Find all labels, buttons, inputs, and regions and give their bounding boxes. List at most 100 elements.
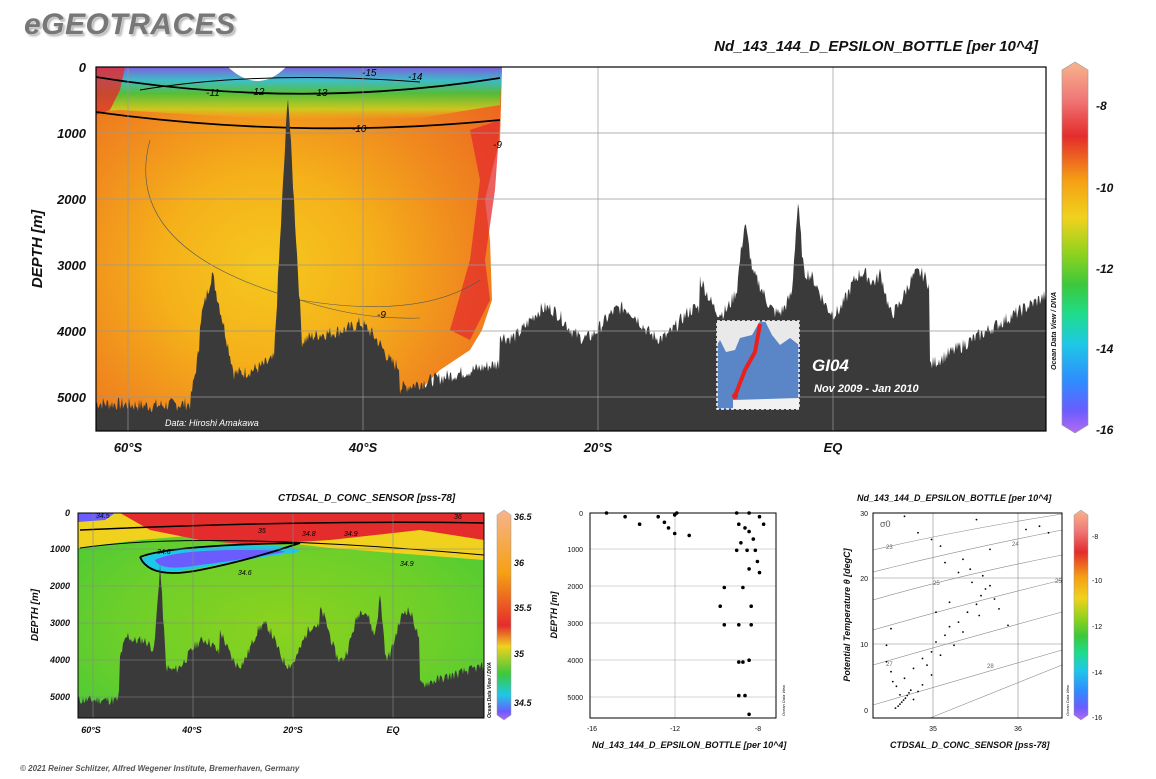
xtick: 35: [929, 726, 937, 733]
data-point: [743, 526, 747, 530]
colorbar-tick: -12: [1096, 262, 1114, 276]
colorbar-tick: -12: [1092, 624, 1102, 631]
main-colorbar: [1061, 61, 1089, 434]
data-point: [978, 614, 981, 617]
colorbar-tick: -8: [1092, 534, 1098, 541]
data-point: [687, 533, 691, 538]
data-point: [921, 657, 924, 660]
data-point: [917, 531, 919, 534]
data-point: [734, 511, 739, 515]
data-point: [998, 608, 1000, 610]
ytick: 2000: [56, 192, 87, 207]
ytick: 1000: [57, 126, 87, 141]
data-point: [666, 526, 671, 530]
salinity-colorbar: [496, 509, 512, 721]
data-point: [747, 529, 751, 534]
colorbar-tick: 35.5: [514, 603, 533, 613]
ytick: 0: [79, 60, 87, 75]
xtick: 60°S: [114, 440, 143, 455]
ytick: 4000: [56, 324, 87, 339]
ts-colorbar: [1073, 509, 1089, 721]
data-point: [737, 693, 741, 698]
contour-label: -14: [408, 72, 423, 83]
contour-label: 34.9: [400, 561, 414, 568]
ytick: 0: [864, 708, 868, 715]
main-bathymetry: [96, 99, 1046, 431]
ytick: 3000: [57, 258, 87, 273]
ts-ylabel: Potential Temperature θ [degC]: [842, 547, 852, 681]
data-point: [741, 660, 745, 664]
data-point: [930, 538, 933, 541]
data-point: [899, 703, 901, 705]
isopycnal-label: 23: [886, 545, 893, 551]
data-point: [737, 660, 741, 664]
copyright: © 2021 Reiner Schlitzer, Alfred Wegener …: [20, 764, 300, 773]
data-point: [981, 574, 984, 577]
data-point: [747, 567, 751, 571]
profile-ylabel: DEPTH [m]: [549, 590, 559, 638]
data-point: [722, 585, 727, 590]
data-point: [891, 680, 894, 683]
data-point: [1038, 525, 1041, 528]
main-watermark: Ocean Data View / DIVA: [1051, 292, 1058, 370]
salinity-colorbar-ticks: 36.5 36 35.5 35 34.5: [514, 512, 533, 708]
profile-xlabel: Nd_143_144_D_EPSILON_BOTTLE [per 10^4]: [592, 740, 787, 750]
salinity-watermark: Ocean Data View / DIVA: [487, 662, 493, 718]
ytick: 2000: [49, 581, 70, 591]
data-point: [930, 651, 933, 653]
contour-label: -15: [362, 68, 377, 79]
xtick: 40°S: [348, 440, 378, 455]
ytick: 4000: [567, 658, 583, 665]
colorbar-tick: -10: [1092, 578, 1102, 585]
data-point: [944, 561, 946, 564]
ytick: 1000: [50, 544, 70, 554]
data-point: [675, 511, 679, 515]
data-point: [1047, 531, 1050, 534]
xtick: 20°S: [282, 725, 303, 735]
contour-label: 34.6: [157, 549, 171, 556]
isopycnal-label: 27: [886, 662, 893, 668]
data-point: [751, 537, 756, 541]
ts-colorbar-ticks: -8 -10 -12 -14 -16: [1092, 534, 1102, 722]
isopycnal-label: 25: [933, 581, 940, 587]
contour-label: -10: [352, 124, 367, 135]
data-point: [902, 699, 905, 701]
xtick: EQ: [824, 440, 843, 455]
ts-isopycnal-labels: 23 24 25 25 27 28: [886, 542, 1062, 670]
data-point: [966, 611, 969, 614]
data-point: [741, 585, 745, 590]
main-contour-labels: -15 -14 -13 -12 -11 -10 -9 -9: [206, 68, 502, 321]
colorbar-tick: -14: [1096, 342, 1114, 356]
salinity-title: CTDSAL_D_CONC_SENSOR [pss-78]: [278, 493, 456, 504]
xtick: -16: [587, 726, 597, 733]
salinity-xticks: 60°S 40°S 20°S EQ: [81, 725, 399, 735]
xtick: 36: [1014, 726, 1022, 733]
data-point: [1025, 528, 1027, 531]
contour-label: 34.5: [96, 513, 110, 520]
ytick: 1000: [567, 547, 583, 554]
xtick: 40°S: [181, 725, 202, 735]
data-point: [935, 641, 937, 643]
data-point: [900, 701, 903, 703]
data-point: [971, 581, 973, 584]
ytick: 0: [579, 511, 583, 518]
main-title: Nd_143_144_D_EPSILON_BOTTLE [per 10^4]: [714, 38, 1038, 55]
data-point: [912, 667, 915, 670]
ytick: 10: [860, 642, 868, 649]
data-point: [890, 627, 892, 630]
contour-label: -13: [313, 88, 328, 99]
inset-cruise: GI04: [812, 356, 849, 375]
colorbar-tick: 36: [514, 558, 525, 568]
data-point: [745, 548, 749, 553]
data-point: [623, 514, 627, 519]
ts-xlabel: CTDSAL_D_CONC_SENSOR [pss-78]: [890, 740, 1051, 750]
profile-points: [604, 511, 766, 717]
inset-dates: Nov 2009 - Jan 2010: [814, 383, 919, 395]
salinity-contour-labels: 34.5 34.6 34.8 35 34.9 34.6 34.9 36: [96, 513, 462, 577]
data-point: [957, 571, 960, 574]
data-point: [747, 658, 751, 662]
main-yticks: 0 1000 2000 3000 4000 5000: [56, 60, 87, 405]
data-point: [917, 690, 919, 693]
main-field: [96, 67, 1046, 431]
data-point: [939, 654, 942, 657]
